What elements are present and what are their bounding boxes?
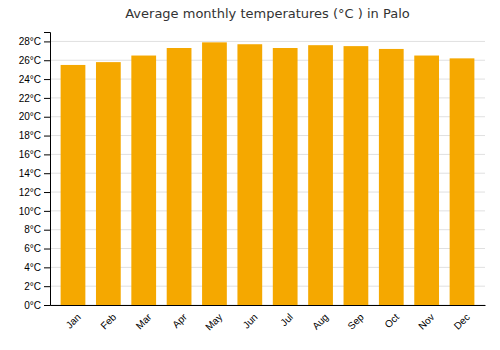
y-tick: 2°C [24,281,50,292]
y-tick: 10°C [19,206,50,217]
x-tick: Sep [345,311,366,332]
bar [61,65,86,305]
grid [50,41,485,305]
y-tick-mark [44,267,50,268]
x-axis-line [51,305,486,306]
y-tick-mark [44,60,50,61]
bar [450,58,475,305]
y-tick: 6°C [24,243,50,254]
bar [96,62,121,305]
y-tick-mark [44,41,50,42]
y-tick: 22°C [19,93,50,104]
x-tick-label: Jul [278,311,295,328]
x-tick-label: Jun [241,311,260,330]
y-tick-label: 8°C [24,224,41,235]
y-tick: 18°C [19,130,50,141]
x-tick: Aug [310,311,330,331]
y-tick-mark [44,98,50,99]
bar [414,56,439,305]
y-tick-label: 6°C [24,243,41,254]
y-tick-mark [44,286,50,287]
y-tick-label: 26°C [19,55,41,66]
y-tick-mark [44,136,50,137]
y-tick: 0°C [24,300,50,311]
x-tick-label: Nov [416,311,436,331]
y-tick: 16°C [19,149,50,160]
x-tick-label: May [203,311,224,332]
x-tick-label: Aug [310,311,330,331]
y-tick-label: 10°C [19,206,41,217]
x-tick-label: Apr [170,311,189,330]
y-tick-mark [44,249,50,250]
x-tick: Jun [241,311,260,330]
x-tick: Mar [134,311,154,331]
y-tick: 24°C [19,74,50,85]
y-tick-label: 14°C [19,168,41,179]
x-tick: May [203,311,224,332]
y-tick-mark [44,79,50,80]
y-tick-label: 24°C [19,74,41,85]
x-tick: Apr [170,311,189,330]
y-tick: 20°C [19,111,50,122]
y-tick-label: 2°C [24,281,41,292]
y-tick-mark [44,154,50,155]
bar [273,48,298,305]
x-tick: Dec [452,311,472,331]
y-tick-label: 0°C [24,300,41,311]
y-tick: 4°C [24,262,50,273]
x-tick-label: Sep [345,311,366,332]
title: Average monthly temperatures (°C ) in Pa… [125,6,410,21]
plot: 0°C 2°C 4°C 6°C 8°C 10°C 12°C 14°C 16°C 18°C 20°C 2… [19,33,486,333]
x-tick-label: Oct [382,311,401,330]
x-tick: Nov [416,311,436,331]
y-axis: 0°C 2°C 4°C 6°C 8°C 10°C 12°C 14°C 16°C 18°C 20°C 2… [19,33,51,311]
x-tick-label: Jan [64,311,83,330]
y-tick: 12°C [19,187,50,198]
y-tick-label: 20°C [19,111,41,122]
y-tick: 28°C [19,36,50,47]
x-tick: Jul [278,311,295,328]
x-tick: Feb [98,311,118,331]
y-tick-label: 4°C [24,262,41,273]
y-tick-mark [44,192,50,193]
x-tick: Oct [382,311,401,330]
y-tick: 14°C [19,168,50,179]
chart: 0°C 2°C 4°C 6°C 8°C 10°C 12°C 14°C 16°C 18°C 20°C 2… [0,0,500,350]
y-tick: 8°C [24,224,50,235]
x-tick: Jan [64,311,83,330]
y-tick-mark [44,230,50,231]
y-tick-label: 18°C [19,130,41,141]
bar [237,44,262,305]
x-tick-label: Dec [452,311,472,331]
y-tick-mark [44,117,50,118]
bar [202,42,227,305]
y-tick-label: 28°C [19,36,41,47]
y-tick-label: 16°C [19,149,41,160]
y-tick-mark [44,305,50,306]
grid-line [50,41,485,42]
x-tick-label: Mar [134,311,154,331]
bar [131,56,156,305]
y-axis-line [44,33,51,306]
bar [379,49,404,305]
y-tick-label: 22°C [19,93,41,104]
y-tick-mark [44,211,50,212]
y-tick-label: 12°C [19,187,41,198]
bar [344,46,369,305]
bars [61,42,475,305]
x-axis: Jan Feb Mar Apr May Jun Jul Aug Sep Oct Nov Dec [51,306,486,333]
x-tick-label: Feb [98,311,118,331]
bar [308,45,333,305]
y-tick: 26°C [19,55,50,66]
y-tick-mark [44,173,50,174]
bar [167,48,192,305]
